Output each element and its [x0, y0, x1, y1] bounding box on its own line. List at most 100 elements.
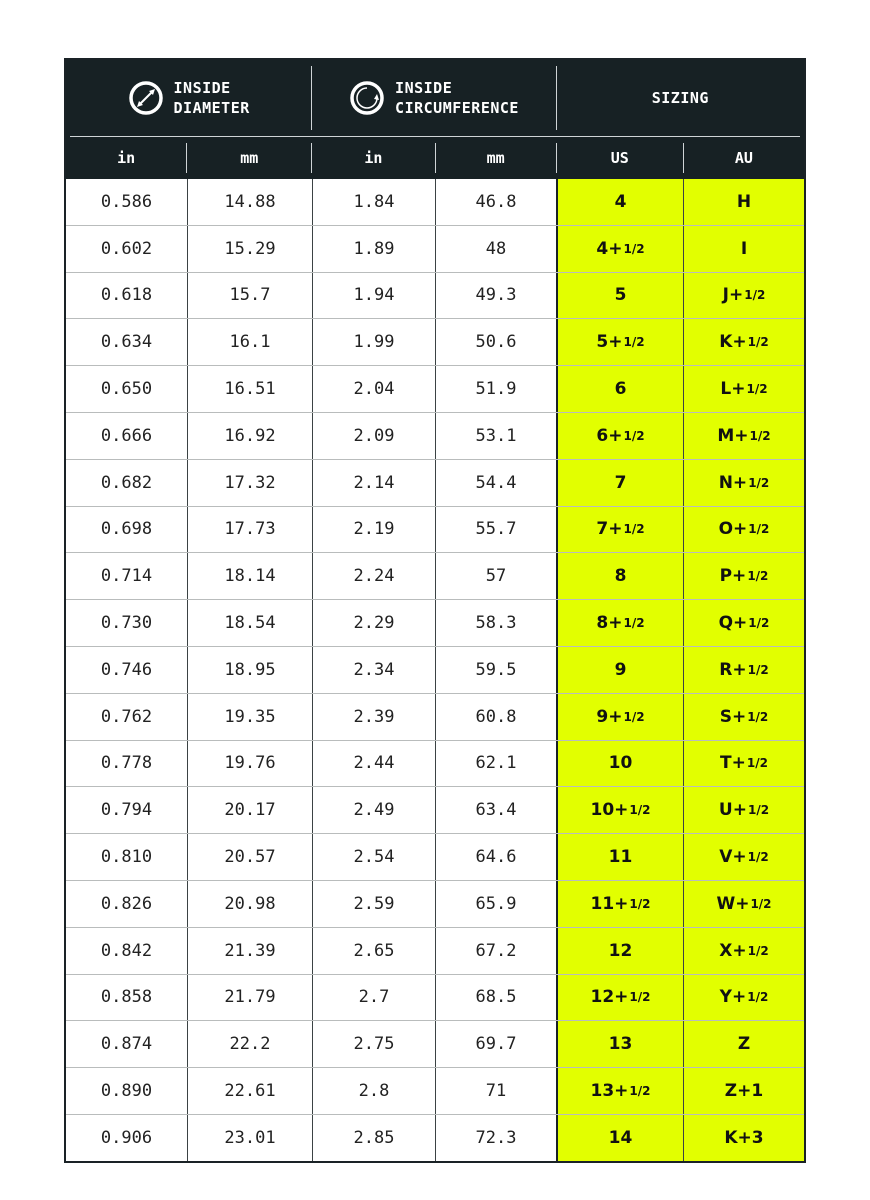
- size-half-fraction: 1/2: [748, 522, 770, 537]
- size-value: 9: [614, 659, 627, 680]
- cell-diameter-mm: 20.57: [187, 834, 312, 880]
- size-half-fraction: 1/2: [623, 522, 645, 537]
- size-half-fraction: 1/2: [623, 428, 645, 443]
- cell-diameter-mm: 16.1: [187, 319, 312, 366]
- cell-diameter-in: 0.794: [100, 800, 153, 821]
- cell-diameter-in: 0.698: [100, 519, 153, 540]
- size-value: 6+: [596, 425, 623, 446]
- size-value: 11: [608, 847, 633, 868]
- size-value: L+: [720, 379, 746, 400]
- cell-us: 9+ 1/2: [556, 693, 683, 740]
- col-circumference-mm: mm: [434, 143, 556, 173]
- table-row: 0.762 19.35 2.39 60.8 9+ 1/2 S+ 1/2: [66, 692, 804, 740]
- ring-size-table: INSIDE DIAMETER INSIDE CIRCUMFERENCE SIZIN…: [64, 58, 806, 1163]
- size-value: P+: [719, 566, 747, 587]
- cell-au: Y+ 1/2: [683, 974, 804, 1021]
- table-row: 0.634 16.1 1.99 50.6 5+ 1/2 K+ 1/2: [66, 318, 804, 366]
- inside-circumference-header: INSIDE CIRCUMFERENCE: [311, 66, 555, 130]
- cell-au: I: [683, 225, 804, 272]
- cell-diameter-in: 0.858: [100, 987, 153, 1008]
- cell-circumference-in: 2.24: [312, 553, 435, 600]
- cell-circumference-in: 1.94: [312, 272, 435, 319]
- column-headers: in mm in mm US AU: [66, 137, 804, 179]
- cell-us: 10: [556, 740, 683, 787]
- cell-diameter-in: 0.650: [100, 379, 153, 400]
- size-value: R+: [719, 659, 747, 680]
- size-value: 8+: [596, 613, 623, 634]
- cell-circumference-mm: 49.3: [435, 272, 556, 319]
- size-half-fraction: 1/2: [747, 850, 769, 865]
- cell-us: 5: [556, 272, 683, 319]
- cell-circumference-in: 1.89: [312, 225, 435, 272]
- cell-diameter-in: 0.634: [100, 332, 153, 353]
- cell-au: S+ 1/2: [683, 693, 804, 740]
- table-row: 0.602 15.29 1.89 48 4+ 1/2 I: [66, 224, 804, 272]
- cell-us: 13+ 1/2: [556, 1068, 683, 1114]
- cell-diameter-mm: 18.14: [187, 553, 312, 600]
- cell-us: 13: [556, 1021, 683, 1068]
- size-half-fraction: 1/2: [747, 709, 769, 724]
- table-row: 0.714 18.14 2.24 57 8 P+ 1/2: [66, 552, 804, 600]
- header-line: INSIDE: [173, 79, 231, 97]
- size-half-fraction: 1/2: [746, 756, 768, 771]
- cell-diameter-in: 0.666: [100, 425, 153, 446]
- size-value: 12+: [590, 987, 629, 1008]
- cell-us: 6: [556, 366, 683, 412]
- size-half-fraction: 1/2: [747, 569, 769, 584]
- col-au: AU: [682, 143, 804, 173]
- size-half-fraction: 1/2: [747, 335, 769, 350]
- size-value: 14: [608, 1127, 633, 1148]
- cell-circumference-in: 2.75: [312, 1021, 435, 1068]
- cell-circumference-mm: 50.6: [435, 319, 556, 366]
- cell-diameter-in: 0.810: [100, 847, 153, 868]
- inside-diameter-header: INSIDE DIAMETER: [66, 60, 311, 136]
- cell-circumference-mm: 62.1: [435, 740, 556, 787]
- cell-diameter-in: 0.906: [100, 1127, 153, 1148]
- cell-us: 10+ 1/2: [556, 787, 683, 834]
- size-value: Z: [737, 1034, 751, 1055]
- cell-au: L+ 1/2: [683, 366, 804, 412]
- cell-au: H: [683, 179, 804, 225]
- size-value: Y+: [719, 987, 747, 1008]
- size-half-fraction: 1/2: [629, 896, 651, 911]
- cell-us: 12+ 1/2: [556, 974, 683, 1021]
- cell-circumference-mm: 72.3: [435, 1114, 556, 1161]
- cell-au: X+ 1/2: [683, 927, 804, 974]
- header-line: CIRCUMFERENCE: [395, 99, 519, 117]
- cell-circumference-mm: 59.5: [435, 646, 556, 693]
- table-row: 0.698 17.73 2.19 55.7 7+ 1/2 O+ 1/2: [66, 505, 804, 553]
- size-value: W+: [716, 893, 750, 914]
- size-value: 7: [614, 472, 627, 493]
- cell-circumference-in: 2.8: [312, 1068, 435, 1114]
- size-value: V+: [719, 847, 747, 868]
- size-half-fraction: 1/2: [750, 896, 772, 911]
- cell-circumference-mm: 53.1: [435, 412, 556, 459]
- cell-diameter-mm: 20.98: [187, 880, 312, 927]
- cell-diameter-in: 0.682: [100, 472, 153, 493]
- col-diameter-mm: mm: [186, 143, 311, 173]
- size-half-fraction: 1/2: [623, 335, 645, 350]
- cell-diameter-mm: 16.92: [187, 412, 312, 459]
- table-row: 0.874 22.2 2.75 69.7 13 Z: [66, 1020, 804, 1068]
- size-value: H: [736, 191, 752, 212]
- size-value: X+: [719, 940, 747, 961]
- cell-diameter-mm: 21.79: [187, 974, 312, 1021]
- cell-diameter-mm: 22.61: [187, 1068, 312, 1114]
- table-row: 0.906 23.01 2.85 72.3 14 K+3: [66, 1113, 804, 1161]
- cell-diameter-in: 0.826: [100, 893, 153, 914]
- cell-diameter-mm: 14.88: [187, 179, 312, 225]
- size-half-fraction: 1/2: [744, 288, 766, 303]
- cell-au: N+ 1/2: [683, 459, 804, 506]
- cell-diameter-in: 0.874: [100, 1034, 153, 1055]
- cell-diameter-mm: 17.32: [187, 459, 312, 506]
- table-row: 0.618 15.7 1.94 49.3 5 J+ 1/2: [66, 271, 804, 319]
- cell-diameter-mm: 19.35: [187, 693, 312, 740]
- cell-diameter-mm: 15.29: [187, 225, 312, 272]
- size-half-fraction: 1/2: [629, 1084, 651, 1099]
- size-value: J+: [722, 285, 744, 306]
- size-half-fraction: 1/2: [629, 990, 651, 1005]
- cell-diameter-mm: 21.39: [187, 927, 312, 974]
- cell-us: 14: [556, 1114, 683, 1161]
- cell-us: 8: [556, 553, 683, 600]
- cell-diameter-mm: 16.51: [187, 366, 312, 412]
